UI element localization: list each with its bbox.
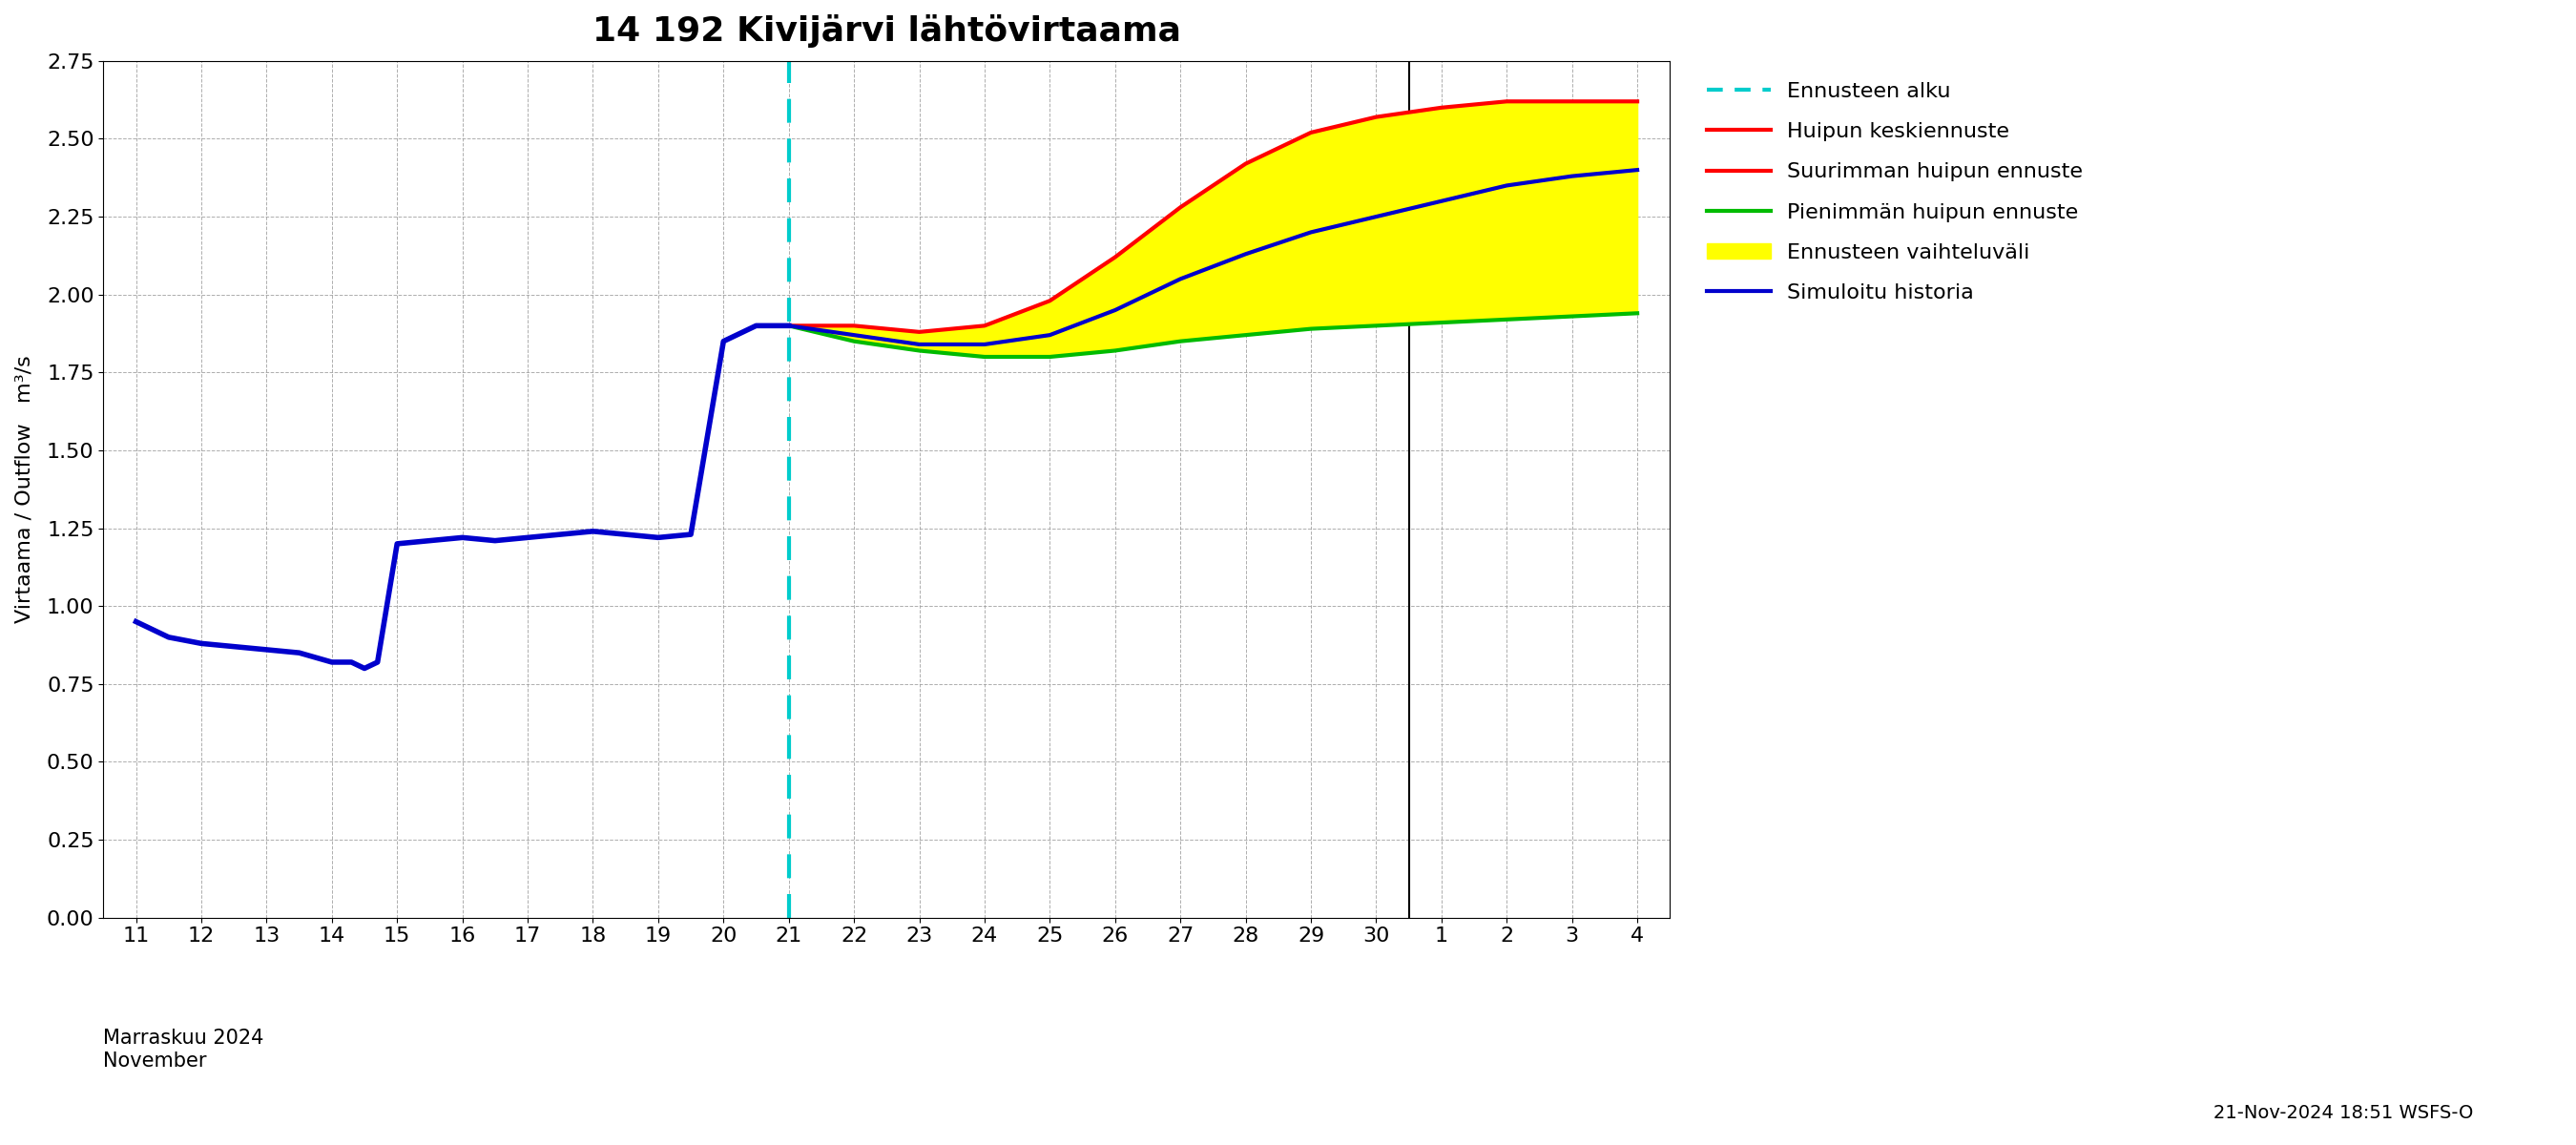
Y-axis label: Virtaama / Outflow   m³/s: Virtaama / Outflow m³/s [15, 355, 33, 623]
Legend: Ennusteen alku, Huipun keskiennuste, Suurimman huipun ennuste, Pienimmän huipun : Ennusteen alku, Huipun keskiennuste, Suu… [1695, 71, 2094, 314]
Title: 14 192 Kivijärvi lähtövirtaama: 14 192 Kivijärvi lähtövirtaama [592, 14, 1180, 48]
Text: Marraskuu 2024
November: Marraskuu 2024 November [103, 1029, 263, 1071]
Text: 21-Nov-2024 18:51 WSFS-O: 21-Nov-2024 18:51 WSFS-O [2213, 1104, 2473, 1122]
